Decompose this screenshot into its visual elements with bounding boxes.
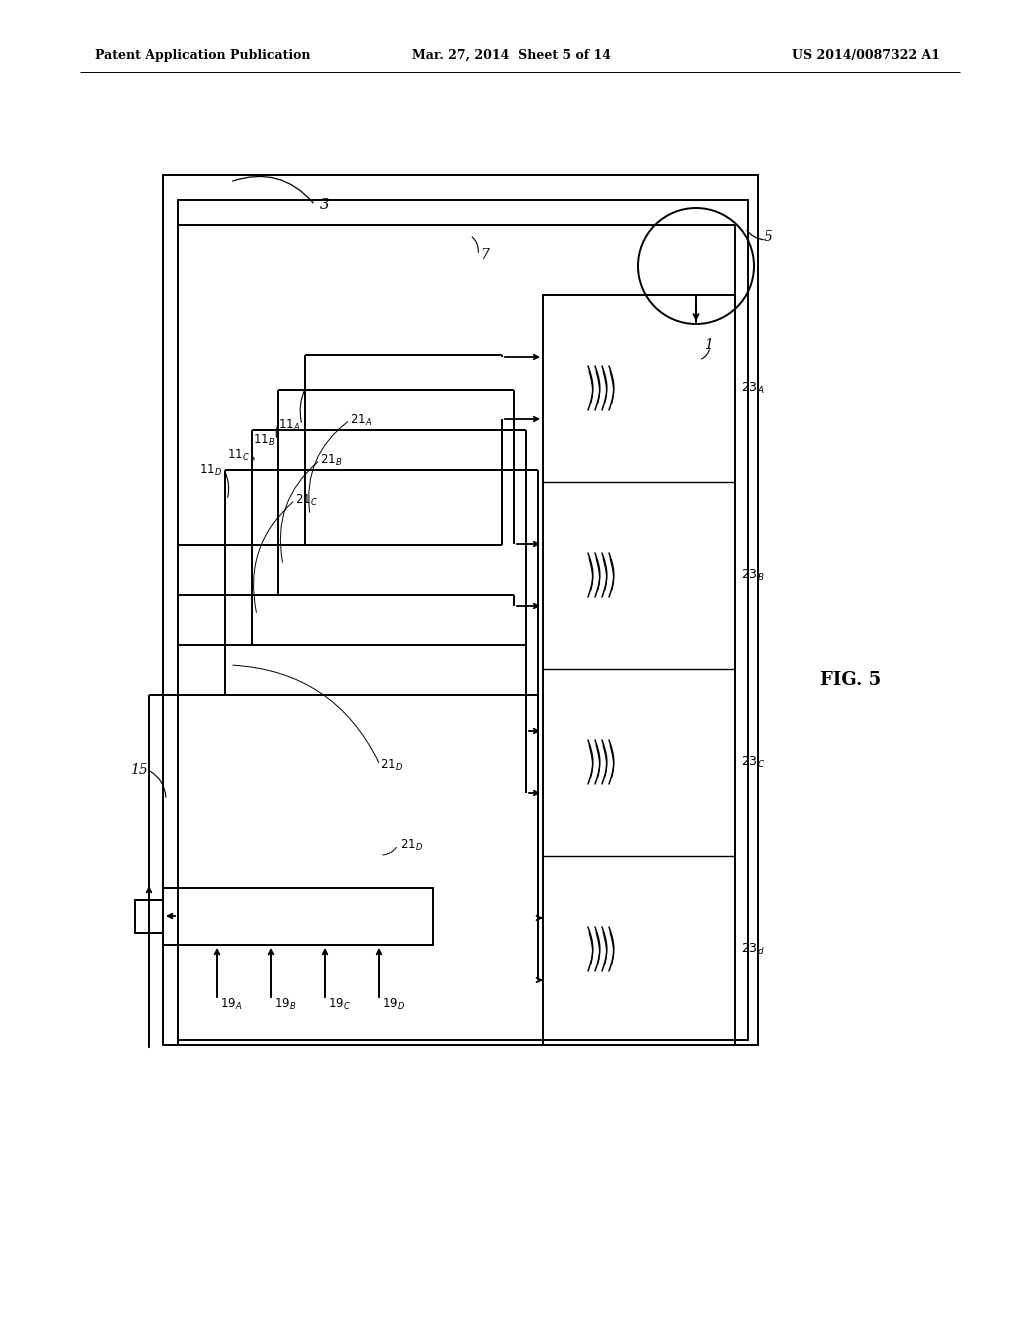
Text: Patent Application Publication: Patent Application Publication [95,49,310,62]
Text: $11_D$: $11_D$ [199,462,222,478]
Text: $19_D$: $19_D$ [382,997,406,1012]
Bar [178,201,748,1040]
Text: $11_C$: $11_C$ [227,447,250,462]
Text: 5: 5 [764,230,773,244]
Text: 1: 1 [705,338,713,352]
Bar [543,294,735,1045]
Text: $19_B$: $19_B$ [274,997,296,1012]
Text: $21_D$: $21_D$ [380,758,403,772]
Text: $19_A$: $19_A$ [220,997,242,1012]
Text: $23_B$: $23_B$ [741,568,765,582]
Text: $23_d$: $23_d$ [741,941,765,957]
Text: $21_D$: $21_D$ [400,837,423,853]
Text: $19_C$: $19_C$ [328,997,351,1012]
Text: 15: 15 [130,763,148,777]
Bar [163,888,433,945]
Bar [163,176,758,1045]
Text: $23_C$: $23_C$ [741,755,765,770]
Text: $21_A$: $21_A$ [350,412,372,428]
Text: 7: 7 [480,248,488,261]
Text: $21_C$: $21_C$ [295,492,317,508]
Text: US 2014/0087322 A1: US 2014/0087322 A1 [792,49,940,62]
Text: 3: 3 [319,198,330,213]
Text: $23_A$: $23_A$ [741,380,765,396]
Text: Mar. 27, 2014  Sheet 5 of 14: Mar. 27, 2014 Sheet 5 of 14 [413,49,611,62]
Text: FIG. 5: FIG. 5 [820,671,882,689]
Text: $21_B$: $21_B$ [319,453,342,467]
Text: $11_B$: $11_B$ [253,433,275,447]
Text: $11_A$: $11_A$ [278,417,300,433]
Bar [135,900,163,933]
